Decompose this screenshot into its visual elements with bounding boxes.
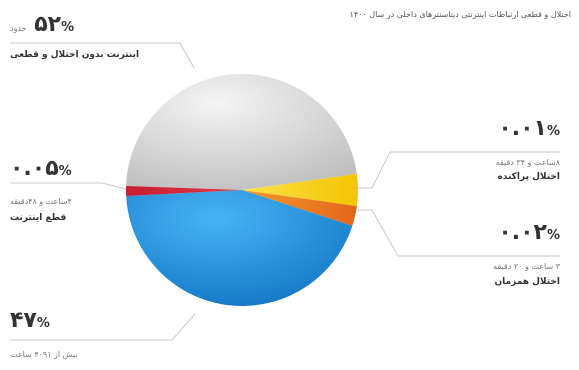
name-no-outage: اینترنت بدون اختلال و قطعی — [10, 50, 140, 60]
value-simultaneous: ۰.۰۲% — [498, 220, 560, 245]
chart-title: اختلال و قطعی ارتباطات اینترنتی دیتاسنتر… — [349, 10, 571, 19]
detail-cut: ۴ساعت و ۴۸دقیقه — [10, 197, 72, 206]
leader-line-simultaneous — [358, 209, 560, 257]
name-simultaneous: اختلال همزمان — [494, 277, 560, 287]
label-blue: ۴۷% — [10, 310, 130, 332]
name-cut: قطع اینترنت — [10, 213, 67, 223]
detail-blue: بیش از ۴۰۹۱ ساعت — [10, 350, 78, 359]
leader-line-blue — [10, 313, 196, 341]
label-scattered: ۰.۰۱% — [440, 118, 560, 140]
detail-simultaneous: ۳ ساعت و ۲۰ دقیقه — [493, 262, 560, 271]
slice-scattered — [242, 173, 358, 207]
slice-blue — [126, 190, 353, 307]
label-no-outage: ۵۲% حدود — [10, 14, 150, 36]
value-blue: ۴۷% — [10, 308, 50, 333]
label-cut: ۰.۰۵% — [10, 158, 130, 180]
leader-line-cut — [10, 182, 127, 190]
detail-scattered: ۸ساعت و ۳۴ دقیقه — [495, 158, 560, 167]
slice-simultaneous — [242, 190, 357, 226]
value-scattered: ۰.۰۱% — [498, 116, 560, 141]
value-no-outage: ۵۲% — [34, 12, 75, 37]
prefix-no-outage: حدود — [10, 24, 27, 33]
leader-line-scattered — [358, 151, 560, 189]
slice-no-outage — [126, 74, 357, 190]
name-scattered: اختلال پراکنده — [497, 172, 560, 182]
leader-line-no-outage — [10, 42, 195, 69]
label-simultaneous: ۰.۰۲% — [440, 222, 560, 244]
slice-cut — [126, 185, 242, 197]
value-cut: ۰.۰۵% — [10, 156, 72, 181]
